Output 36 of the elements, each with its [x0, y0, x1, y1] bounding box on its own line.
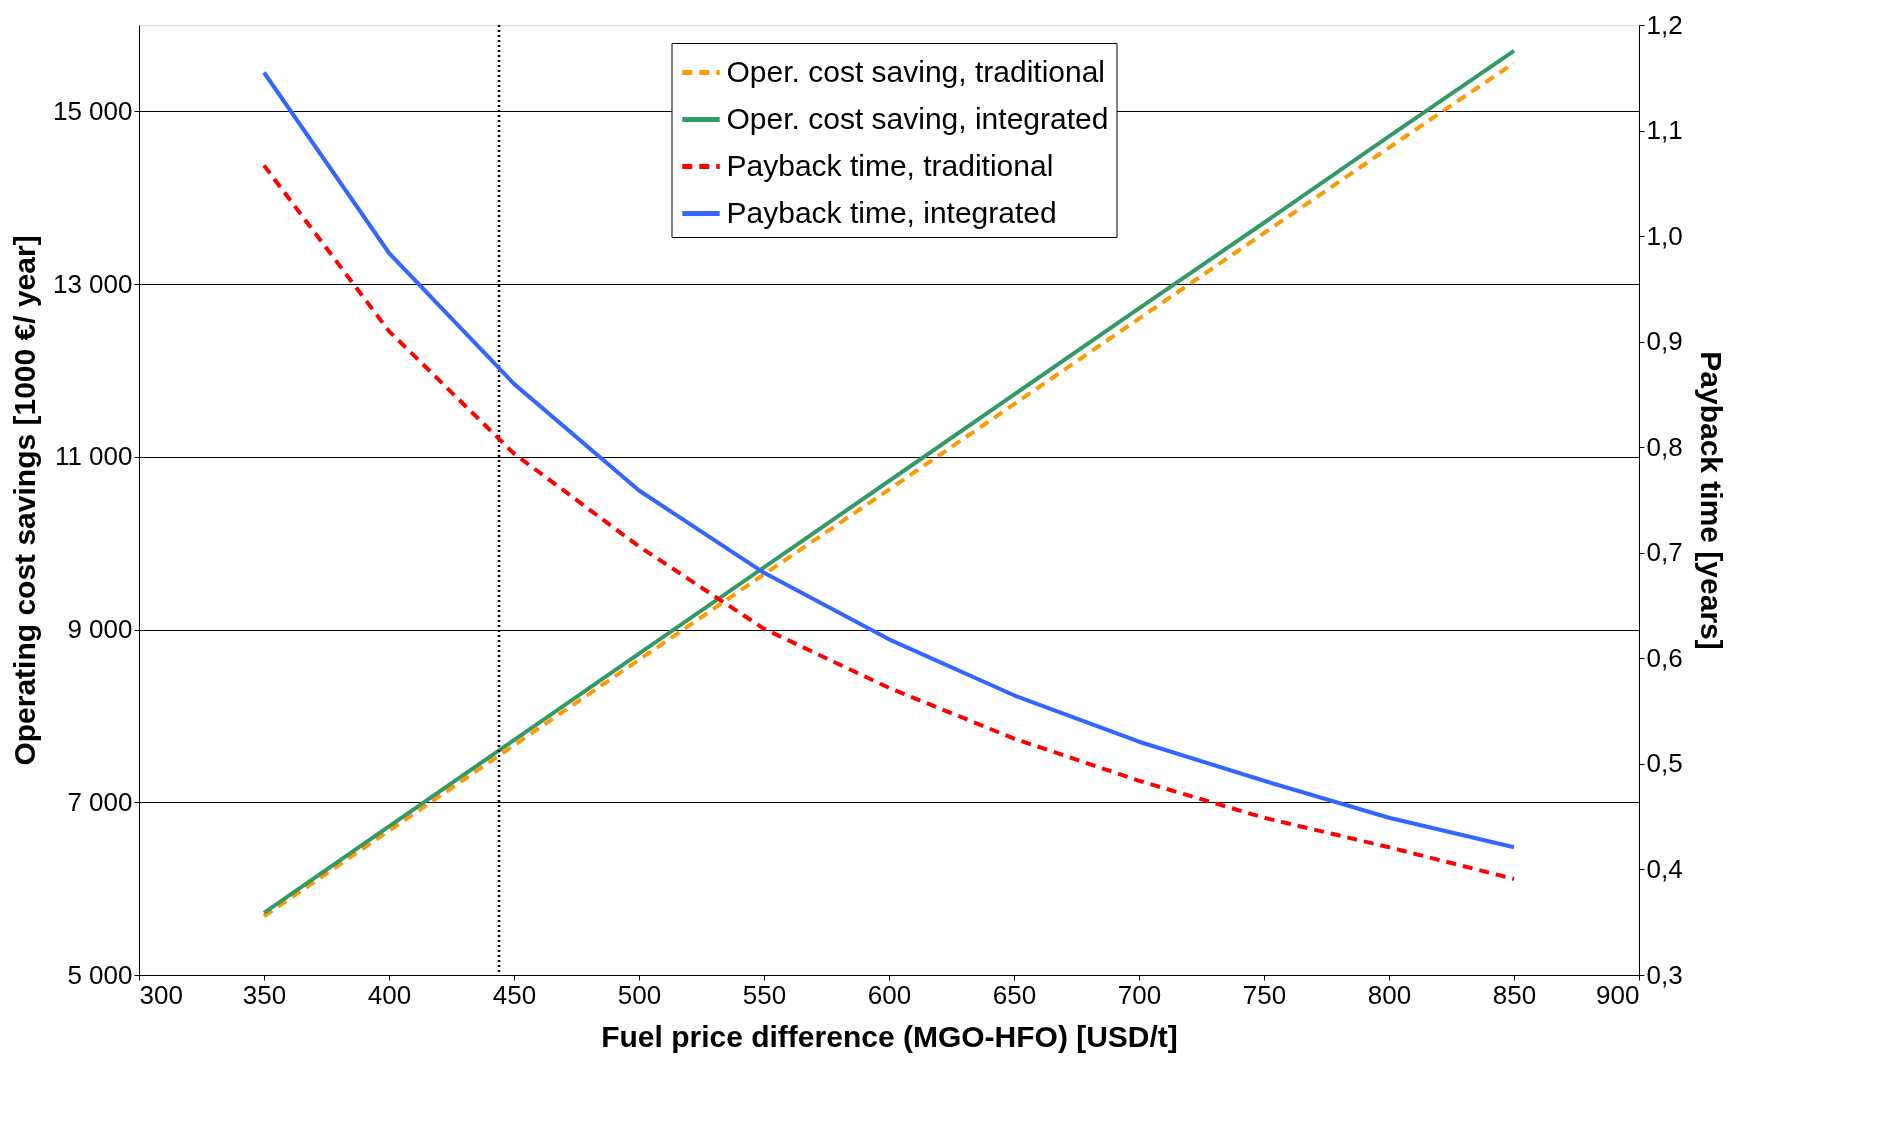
legend-label: Payback time, integrated: [726, 195, 1057, 229]
y2-tick-label: 0,8: [1646, 431, 1683, 462]
x-tick-label: 450: [492, 979, 537, 1010]
x-tick-label: 700: [1117, 979, 1162, 1010]
y-tick-label: 11 000: [54, 441, 133, 472]
y2-axis-title: Payback time [years]: [1694, 351, 1728, 650]
y-tick-label: 15 000: [52, 95, 133, 126]
y2-tick-label: 0,6: [1646, 642, 1683, 673]
x-tick-label: 500: [617, 979, 662, 1010]
x-tick-label: 550: [742, 979, 787, 1010]
y2-tick-label: 1,0: [1646, 220, 1683, 251]
x-tick-label: 650: [992, 979, 1037, 1010]
x-tick-label: 600: [867, 979, 912, 1010]
y2-tick-label: 0,7: [1646, 537, 1683, 568]
y2-tick-label: 1,2: [1646, 9, 1683, 40]
x-axis-title: Fuel price difference (MGO-HFO) [USD/t]: [601, 1019, 1178, 1053]
x-tick-label: 850: [1492, 979, 1537, 1010]
legend-label: Oper. cost saving, integrated: [726, 101, 1109, 135]
y2-tick-label: 0,3: [1646, 959, 1683, 990]
x-tick-label: 900: [1596, 979, 1640, 1010]
x-tick-label: 300: [139, 979, 183, 1010]
x-tick-label: 750: [1242, 979, 1287, 1010]
y-axis-title: Operating cost savings [1000 €/ year]: [7, 235, 41, 766]
y-tick-label: 5 000: [67, 959, 133, 990]
legend-label: Oper. cost saving, traditional: [726, 54, 1106, 88]
y-tick-label: 9 000: [67, 614, 133, 645]
x-tick-label: 400: [367, 979, 412, 1010]
y-tick-label: 13 000: [52, 268, 133, 299]
x-tick-label: 350: [242, 979, 287, 1010]
y2-tick-label: 0,4: [1646, 853, 1683, 884]
y-tick-label: 7 000: [67, 786, 133, 817]
y2-tick-label: 1,1: [1646, 115, 1683, 146]
legend-label: Payback time, traditional: [726, 148, 1054, 182]
y2-tick-label: 0,9: [1646, 326, 1683, 357]
y2-tick-label: 0,5: [1646, 748, 1683, 779]
x-tick-label: 800: [1367, 979, 1412, 1010]
